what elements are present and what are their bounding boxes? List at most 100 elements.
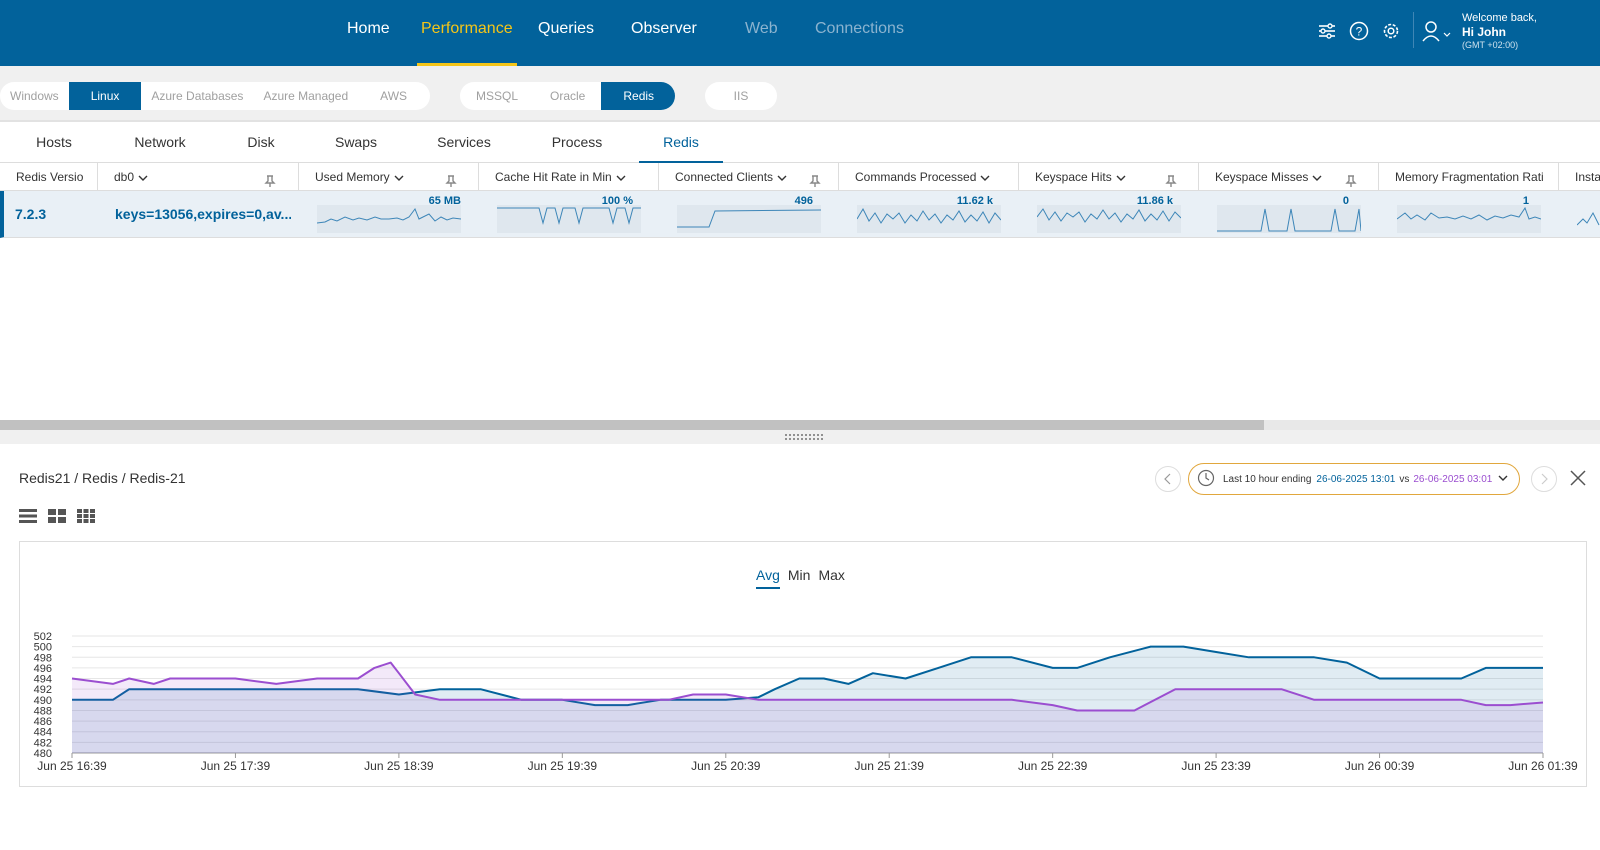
keyspace-hits-value: 11.86 k bbox=[1136, 195, 1173, 207]
chevron-down-icon[interactable] bbox=[777, 164, 787, 191]
chart-panel bbox=[19, 541, 1587, 787]
col-instantaneous[interactable]: Insta bbox=[1575, 170, 1600, 184]
pill-windows[interactable]: Windows bbox=[10, 89, 59, 103]
pill-aws[interactable]: AWS bbox=[380, 89, 408, 103]
time-vs: vs bbox=[1399, 473, 1410, 485]
spark-used-memory: 65 MB bbox=[317, 191, 461, 238]
pill-iis[interactable]: IIS bbox=[733, 89, 749, 103]
user-icon[interactable] bbox=[1422, 20, 1454, 47]
platform-bar: Windows Linux Azure Databases Azure Mana… bbox=[0, 66, 1600, 122]
nav-connections[interactable]: Connections bbox=[815, 20, 904, 37]
pin-icon[interactable] bbox=[1345, 169, 1357, 191]
tab-swaps[interactable]: Swaps bbox=[334, 134, 378, 150]
pin-icon[interactable] bbox=[1165, 169, 1177, 191]
help-icon[interactable]: ? bbox=[1348, 20, 1370, 42]
chevron-left-icon bbox=[1164, 473, 1171, 485]
top-nav-bar: Home Performance Queries Observer Web Co… bbox=[0, 0, 1600, 66]
col-keyspace-misses[interactable]: Keyspace Misses bbox=[1199, 163, 1379, 191]
web-selector: IIS bbox=[705, 82, 777, 110]
scrollbar-thumb[interactable] bbox=[0, 420, 1264, 430]
user-name: Hi John bbox=[1462, 25, 1506, 40]
chevron-down-icon[interactable] bbox=[616, 164, 626, 191]
pin-icon[interactable] bbox=[445, 169, 457, 191]
drag-handle-icon[interactable] bbox=[784, 433, 824, 441]
layout-grid-3-icon[interactable] bbox=[77, 509, 95, 528]
sliders-icon[interactable] bbox=[1316, 20, 1338, 42]
chevron-down-icon[interactable] bbox=[138, 164, 148, 191]
header-divider bbox=[1413, 12, 1414, 48]
clock-icon bbox=[1197, 469, 1215, 490]
tab-process[interactable]: Process bbox=[551, 134, 603, 150]
tab-avg[interactable]: Avg bbox=[756, 567, 780, 589]
cache-hit-rate-value: 100 % bbox=[601, 195, 633, 207]
close-icon[interactable] bbox=[1569, 469, 1587, 492]
spark-memory-fragmentation: 1 bbox=[1397, 191, 1541, 238]
tab-disk[interactable]: Disk bbox=[247, 134, 275, 150]
pill-redis[interactable]: Redis bbox=[601, 82, 675, 110]
layout-grid-2-icon[interactable] bbox=[48, 509, 66, 528]
tab-redis[interactable]: Redis bbox=[639, 123, 723, 163]
cell-db0: keys=13056,expires=0,av... bbox=[115, 206, 291, 222]
col-connected-clients[interactable]: Connected Clients bbox=[659, 163, 839, 191]
pill-azure-managed[interactable]: Azure Managed bbox=[263, 89, 349, 103]
time-prev-button[interactable] bbox=[1155, 466, 1181, 492]
chevron-down-icon[interactable] bbox=[394, 164, 404, 191]
chevron-down-icon[interactable] bbox=[1312, 164, 1322, 191]
metric-tabs: Hosts Network Disk Swaps Services Proces… bbox=[0, 123, 1600, 163]
nav-home[interactable]: Home bbox=[347, 20, 390, 37]
pin-icon[interactable] bbox=[264, 169, 276, 191]
col-used-memory[interactable]: Used Memory bbox=[299, 163, 479, 191]
col-cache-hit-rate[interactable]: Cache Hit Rate in Min bbox=[479, 163, 659, 191]
spark-keyspace-hits: 11.86 k bbox=[1037, 191, 1181, 238]
pill-mssql[interactable]: MSSQL bbox=[476, 89, 519, 103]
tab-network[interactable]: Network bbox=[134, 134, 186, 150]
tab-min[interactable]: Min bbox=[787, 567, 811, 583]
tab-hosts[interactable]: Hosts bbox=[36, 134, 72, 150]
aggregation-tabs: Avg Min Max bbox=[756, 567, 845, 589]
col-redis-version[interactable]: Redis Versio bbox=[0, 163, 98, 191]
tab-services[interactable]: Services bbox=[437, 134, 491, 150]
table-row[interactable]: 7.2.3 keys=13056,expires=0,av... 65 MB 1… bbox=[0, 191, 1600, 238]
layout-list-icon[interactable] bbox=[19, 509, 37, 528]
nav-web[interactable]: Web bbox=[745, 20, 778, 37]
nav-performance[interactable]: Performance bbox=[417, 0, 517, 66]
chevron-down-icon[interactable] bbox=[1116, 164, 1126, 191]
time-range-label: Last 10 hour ending bbox=[1223, 473, 1312, 485]
chevron-right-icon bbox=[1541, 473, 1548, 485]
spark-cache-hit-rate: 100 % bbox=[497, 191, 641, 238]
layout-switcher bbox=[19, 509, 95, 528]
nav-queries[interactable]: Queries bbox=[538, 20, 595, 37]
time-current: 26-06-2025 13:01 bbox=[1316, 473, 1396, 485]
pill-linux[interactable]: Linux bbox=[68, 82, 142, 110]
col-db0[interactable]: db0 bbox=[98, 163, 299, 191]
db-selector: MSSQL Oracle Redis bbox=[460, 82, 675, 110]
pin-icon[interactable] bbox=[809, 169, 821, 191]
spark-instantaneous bbox=[1577, 191, 1600, 238]
gear-icon[interactable] bbox=[1380, 20, 1402, 42]
col-commands-processed[interactable]: Commands Processed bbox=[839, 163, 1019, 191]
spark-keyspace-misses: 0 bbox=[1217, 191, 1361, 238]
grid-header: Redis Versio db0 Used Memory Cache Hit R… bbox=[0, 163, 1600, 191]
cell-version: 7.2.3 bbox=[15, 206, 47, 222]
tab-max[interactable]: Max bbox=[818, 567, 845, 583]
nav-observer[interactable]: Observer bbox=[631, 20, 697, 37]
breadcrumb: Redis21 / Redis / Redis-21 bbox=[19, 470, 186, 486]
pill-azure-databases[interactable]: Azure Databases bbox=[151, 89, 244, 103]
spark-connected-clients: 496 bbox=[677, 191, 821, 238]
time-next-button[interactable] bbox=[1531, 466, 1557, 492]
chevron-down-icon[interactable] bbox=[980, 164, 990, 191]
user-greeting: Welcome back, Hi John (GMT +02:00) bbox=[1462, 12, 1537, 50]
time-compare: 26-06-2025 03:01 bbox=[1413, 473, 1493, 485]
grid-horizontal-scrollbar[interactable] bbox=[0, 420, 1600, 430]
chevron-down-icon bbox=[1498, 474, 1508, 485]
time-range-selector[interactable]: Last 10 hour ending 26-06-2025 13:01 vs … bbox=[1188, 463, 1520, 495]
col-memory-fragmentation[interactable]: Memory Fragmentation Rati bbox=[1379, 163, 1559, 191]
panel-splitter[interactable] bbox=[0, 430, 1600, 444]
timezone: (GMT +02:00) bbox=[1462, 39, 1519, 50]
spark-commands-processed: 11.62 k bbox=[857, 191, 1001, 238]
col-keyspace-hits[interactable]: Keyspace Hits bbox=[1019, 163, 1199, 191]
memory-fragmentation-value: 1 bbox=[1522, 195, 1529, 207]
pill-oracle[interactable]: Oracle bbox=[550, 89, 586, 103]
commands-processed-value: 11.62 k bbox=[956, 195, 993, 207]
used-memory-value: 65 MB bbox=[428, 195, 461, 207]
